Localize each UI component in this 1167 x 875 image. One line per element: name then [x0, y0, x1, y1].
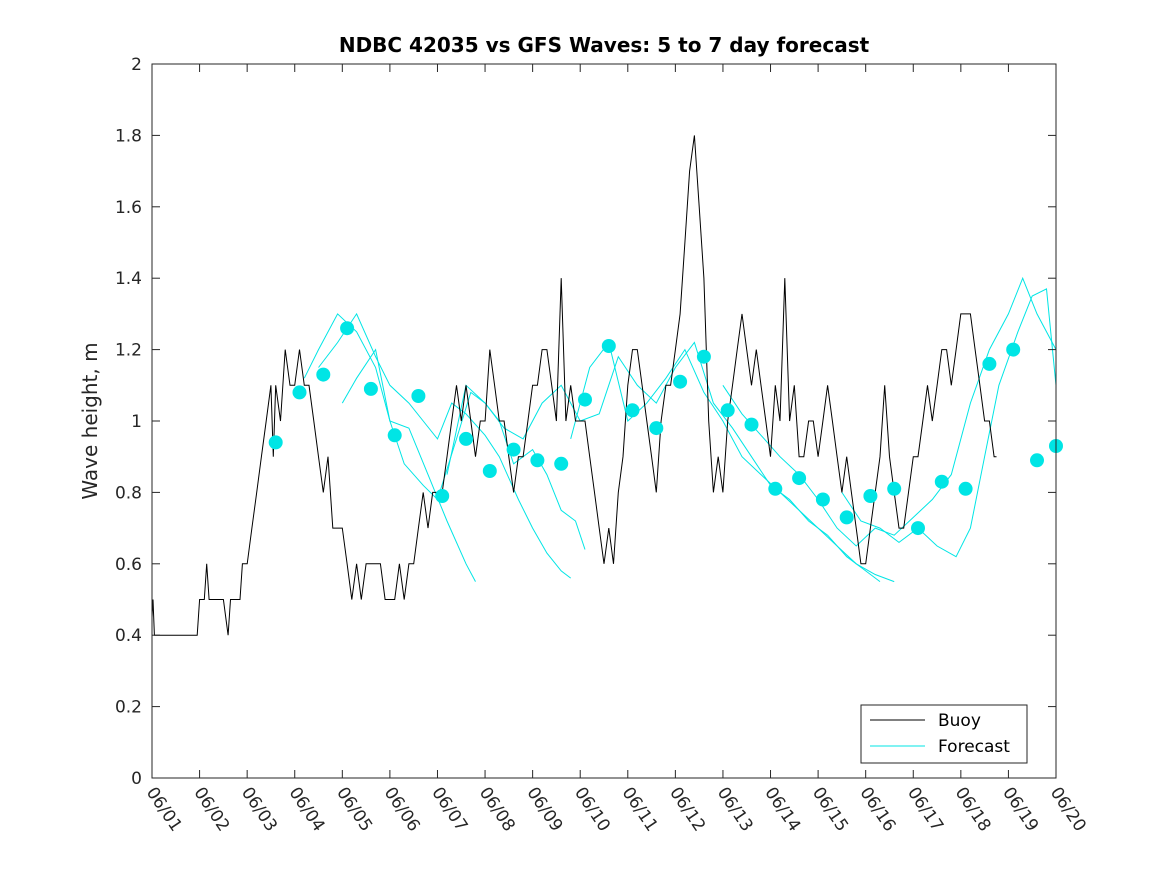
forecast-point: [720, 403, 735, 418]
forecast-point: [887, 481, 902, 496]
y-tick-label: 1.2: [115, 341, 142, 361]
x-tick-label: 06/07: [427, 784, 471, 836]
y-tick-label: 0: [131, 769, 142, 789]
forecast-point: [744, 417, 759, 432]
forecast-point: [934, 474, 949, 489]
forecast-point: [292, 385, 307, 400]
buoy-series-group: [151, 135, 997, 636]
forecast-point: [554, 456, 569, 471]
x-tick-label: 06/02: [189, 784, 233, 836]
y-tick-label: 2: [131, 55, 142, 75]
y-tick-label: 1.8: [115, 126, 142, 146]
forecast-point: [768, 481, 783, 496]
legend-buoy-label: Buoy: [938, 711, 981, 731]
x-tick-label: 06/06: [380, 784, 424, 836]
x-tick-label: 06/20: [1046, 784, 1090, 836]
x-tick-label: 06/05: [332, 784, 376, 836]
forecast-point: [1030, 453, 1044, 468]
forecast-point: [411, 389, 426, 403]
forecast-point: [982, 356, 997, 371]
y-tick-label: 1.4: [115, 269, 142, 289]
forecast-point: [625, 403, 640, 418]
legend-forecast-label: Forecast: [938, 737, 1010, 757]
x-tick-label: 06/15: [808, 784, 852, 836]
y-axis: 0 0.2 0.4 0.6 0.8 1 1.2 1.4 1.6 1.8 2: [115, 55, 1056, 789]
forecast-point: [696, 349, 711, 364]
forecast-point: [387, 428, 402, 443]
y-tick-label: 0.8: [115, 483, 142, 503]
x-tick-label: 06/11: [618, 784, 662, 836]
x-tick-label: 06/19: [998, 784, 1042, 836]
forecast-point: [1006, 342, 1021, 357]
y-tick-label: 1: [131, 412, 142, 432]
plot-area: [152, 64, 1056, 778]
y-tick-label: 0.6: [115, 555, 142, 575]
x-tick-label: 06/10: [570, 784, 614, 836]
forecast-point: [435, 489, 450, 503]
x-tick-label: 06/17: [903, 784, 947, 836]
forecast-point: [268, 435, 283, 450]
chart-title: NDBC 42035 vs GFS Waves: 5 to 7 day fore…: [339, 33, 870, 57]
forecast-point: [340, 321, 355, 336]
forecast-point: [459, 431, 473, 446]
x-tick-label: 06/14: [760, 784, 804, 836]
x-tick-label: 06/01: [142, 784, 186, 836]
forecast-run-line: [722, 276, 1057, 547]
forecast-point: [673, 374, 688, 389]
x-tick-label: 06/18: [951, 784, 995, 836]
x-tick-label: 06/16: [856, 784, 900, 836]
y-tick-label: 0.4: [115, 626, 142, 646]
forecast-point: [792, 471, 807, 486]
x-tick-label: 06/09: [522, 784, 566, 836]
forecast-point: [839, 510, 854, 525]
forecast-run-line: [570, 341, 895, 583]
forecast-point: [601, 339, 616, 353]
forecast-point: [578, 392, 592, 407]
forecast-runs-group: [303, 276, 1057, 583]
forecast-run-line: [841, 288, 1057, 558]
legend: Buoy Forecast: [860, 704, 1028, 764]
x-tick-label: 06/13: [713, 784, 757, 836]
forecast-point: [363, 381, 378, 396]
forecast-run-line: [341, 348, 586, 550]
x-tick-label: 06/04: [285, 784, 329, 836]
y-tick-label: 1.6: [115, 198, 142, 218]
forecast-point: [316, 367, 331, 382]
forecast-point: [863, 489, 878, 503]
forecast-point: [958, 481, 973, 496]
y-tick-label: 0.2: [115, 698, 142, 718]
forecast-point: [506, 442, 521, 457]
x-tick-label: 06/08: [475, 784, 519, 836]
x-tick-label: 06/03: [237, 784, 281, 836]
forecast-point: [649, 421, 664, 436]
forecast-point: [815, 492, 830, 507]
x-tick-label: 06/12: [665, 784, 709, 836]
legend-box: [860, 704, 1028, 764]
y-axis-label: Wave height, m: [78, 342, 102, 499]
forecast-markers-group: [268, 321, 1063, 536]
forecast-point: [482, 464, 497, 478]
forecast-point: [911, 521, 925, 536]
forecast-point: [530, 453, 545, 468]
buoy-line: [151, 135, 997, 636]
forecast-run-line: [318, 312, 572, 579]
